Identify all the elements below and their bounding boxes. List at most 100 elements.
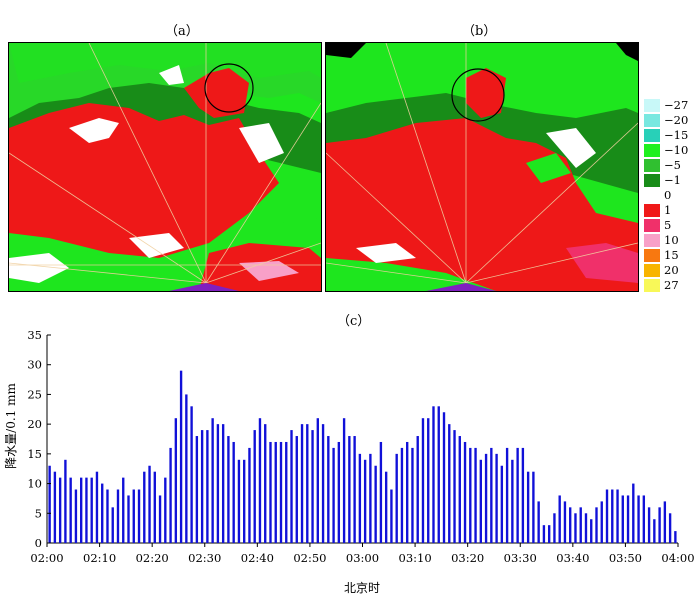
bar bbox=[243, 459, 246, 543]
x-tick-label: 03:20 bbox=[451, 551, 484, 565]
bar bbox=[432, 406, 435, 543]
bar bbox=[279, 441, 283, 543]
bar bbox=[190, 406, 193, 543]
legend-label: −5 bbox=[664, 158, 681, 172]
bar bbox=[442, 412, 446, 543]
bar bbox=[384, 471, 388, 543]
legend-item: −1 bbox=[644, 173, 700, 187]
bar bbox=[637, 495, 640, 543]
bar bbox=[353, 436, 356, 543]
bar bbox=[500, 465, 504, 543]
legend-label: −1 bbox=[664, 173, 681, 187]
bar bbox=[264, 424, 267, 543]
bar bbox=[342, 418, 346, 543]
bar bbox=[90, 477, 93, 543]
legend-swatch bbox=[644, 189, 660, 202]
bar bbox=[416, 436, 419, 543]
legend-swatch bbox=[644, 264, 660, 277]
bar bbox=[532, 471, 535, 543]
y-tick-label: 30 bbox=[27, 358, 42, 372]
bar bbox=[179, 370, 183, 543]
bar bbox=[311, 430, 314, 543]
bar bbox=[58, 477, 62, 543]
y-tick-label: 20 bbox=[27, 417, 42, 431]
bar bbox=[484, 453, 488, 543]
bar bbox=[663, 501, 667, 543]
x-tick-label: 02:30 bbox=[188, 551, 221, 565]
x-axis-label: 北京时 bbox=[344, 581, 380, 595]
bar bbox=[48, 465, 51, 543]
bar bbox=[379, 441, 383, 543]
bar bbox=[232, 441, 235, 543]
bar bbox=[206, 430, 209, 543]
legend-swatch bbox=[644, 129, 660, 142]
legend-swatch bbox=[644, 114, 660, 127]
bar bbox=[74, 489, 78, 543]
panel-b-label: （b） bbox=[462, 24, 497, 39]
bar bbox=[390, 489, 393, 543]
panel-c-label: （c） bbox=[337, 314, 371, 329]
x-tick-label: 02:40 bbox=[241, 551, 274, 565]
legend-label: 20 bbox=[664, 263, 679, 277]
legend-item: −5 bbox=[644, 158, 700, 172]
bar bbox=[463, 441, 467, 543]
bar bbox=[363, 459, 367, 543]
x-tick-label: 02:10 bbox=[83, 551, 116, 565]
x-tick-label: 03:10 bbox=[399, 551, 432, 565]
bar bbox=[122, 477, 125, 543]
bar bbox=[395, 453, 398, 543]
x-tick-label: 03:00 bbox=[346, 551, 379, 565]
legend-item: −20 bbox=[644, 113, 700, 127]
bar bbox=[647, 507, 651, 543]
bar bbox=[53, 471, 57, 543]
bar bbox=[374, 465, 377, 543]
bar bbox=[547, 525, 551, 543]
legend-item: 15 bbox=[644, 248, 700, 262]
bar bbox=[605, 489, 609, 543]
bar bbox=[579, 507, 582, 543]
bar bbox=[185, 394, 188, 543]
legend-swatch bbox=[644, 144, 660, 157]
bar bbox=[127, 495, 130, 543]
bar bbox=[521, 447, 525, 543]
bar bbox=[80, 477, 83, 543]
legend-item: 20 bbox=[644, 263, 700, 277]
bar bbox=[553, 513, 556, 543]
legend-swatch bbox=[644, 249, 660, 262]
bar bbox=[569, 507, 572, 543]
y-axis-label: 降水量/0.1 mm bbox=[4, 383, 18, 469]
bar bbox=[200, 430, 204, 543]
x-tick-label: 03:50 bbox=[609, 551, 642, 565]
bar bbox=[411, 447, 414, 543]
bar bbox=[469, 447, 472, 543]
bar bbox=[116, 489, 120, 543]
panel-a-label: （a） bbox=[165, 24, 199, 39]
bar bbox=[563, 501, 567, 543]
bar bbox=[300, 424, 304, 543]
bar bbox=[258, 418, 262, 543]
bar bbox=[295, 436, 298, 543]
bar bbox=[400, 447, 404, 543]
bar bbox=[674, 531, 677, 543]
bar bbox=[590, 519, 593, 543]
bar bbox=[358, 453, 362, 543]
legend-swatch bbox=[644, 99, 660, 112]
y-tick-label: 0 bbox=[35, 536, 42, 550]
bar bbox=[164, 477, 167, 543]
x-tick-label: 02:20 bbox=[136, 551, 169, 565]
bar bbox=[427, 418, 430, 543]
bar bbox=[348, 436, 351, 543]
y-tick-label: 25 bbox=[27, 387, 42, 401]
bar bbox=[148, 465, 151, 543]
bar bbox=[632, 483, 635, 543]
bar bbox=[437, 406, 440, 543]
y-tick-label: 5 bbox=[35, 506, 42, 520]
bar bbox=[106, 489, 109, 543]
legend-item: 10 bbox=[644, 233, 700, 247]
bar bbox=[616, 489, 619, 543]
legend-item: 5 bbox=[644, 218, 700, 232]
bar bbox=[490, 447, 493, 543]
x-tick-label: 02:00 bbox=[30, 551, 63, 565]
bar bbox=[111, 507, 114, 543]
y-tick-label: 10 bbox=[27, 477, 42, 491]
